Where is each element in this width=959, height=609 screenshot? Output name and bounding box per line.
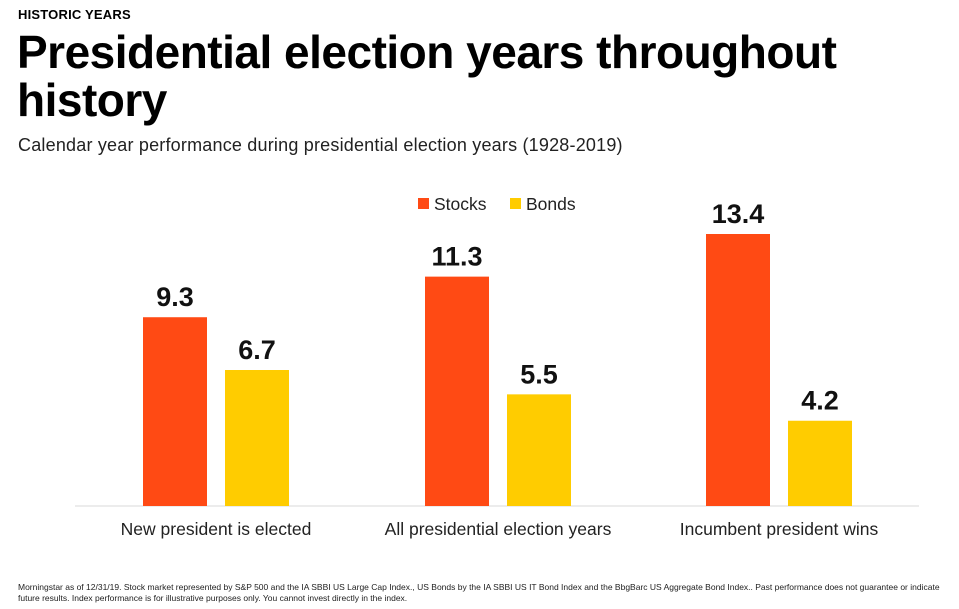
- data-label-bonds-incumbent-president-wins: 4.2: [801, 386, 839, 416]
- chart-subtitle: Calendar year performance during preside…: [18, 135, 623, 155]
- chart-title: Presidential election years throughout h…: [17, 26, 837, 126]
- category-label-incumbent-president-wins: Incumbent president wins: [680, 519, 879, 539]
- data-label-bonds-new-president-is-elected: 6.7: [238, 335, 276, 365]
- eyebrow-label: HISTORIC YEARS: [18, 7, 131, 22]
- legend-swatch-stocks: [418, 198, 429, 209]
- bar-stocks-new-president-is-elected: [143, 317, 207, 506]
- bar-chart: Stocks Bonds 9.3 6.7 New president is elect…: [75, 194, 919, 539]
- category-label-all-presidential-election-years: All presidential election years: [385, 519, 612, 539]
- data-label-stocks-incumbent-president-wins: 13.4: [712, 199, 765, 229]
- footnote: Morningstar as of 12/31/19. Stock market…: [18, 582, 940, 603]
- bar-stocks-incumbent-president-wins: [706, 234, 770, 506]
- bar-bonds-new-president-is-elected: [225, 370, 289, 506]
- data-label-stocks-all-presidential-election-years: 11.3: [431, 242, 482, 272]
- legend-label-stocks: Stocks: [434, 194, 487, 214]
- bar-bonds-all-presidential-election-years: [507, 394, 571, 506]
- data-label-stocks-new-president-is-elected: 9.3: [156, 282, 194, 312]
- data-label-bonds-all-presidential-election-years: 5.5: [520, 359, 558, 389]
- legend-label-bonds: Bonds: [526, 194, 576, 214]
- chart-bars: [143, 234, 852, 506]
- bar-stocks-all-presidential-election-years: [425, 276, 489, 506]
- chart-legend: Stocks Bonds: [418, 194, 576, 214]
- bar-bonds-incumbent-president-wins: [788, 420, 852, 506]
- chart-labels: 9.3 6.7 New president is elected 11.3 5.5 All…: [121, 199, 879, 539]
- legend-swatch-bonds: [510, 198, 521, 209]
- category-label-new-president-is-elected: New president is elected: [121, 519, 312, 539]
